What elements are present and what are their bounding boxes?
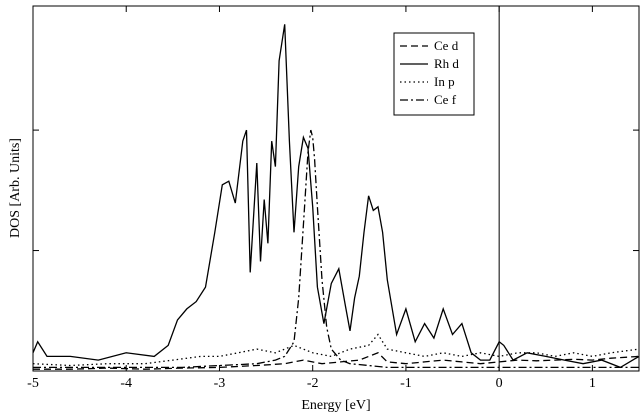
x-tick-label: -2 [307, 376, 319, 391]
legend-label-ce-f: Ce f [434, 92, 457, 107]
legend-label-rh-d: Rh d [434, 56, 459, 71]
legend-items: Ce d Rh d In p Ce f [400, 38, 459, 107]
x-tick-label: -1 [400, 376, 412, 391]
y-axis-label: DOS [Arb. Units] [8, 138, 23, 238]
legend: Ce d Rh d In p Ce f [393, 32, 475, 116]
series-line-ce-d [33, 352, 640, 370]
x-tick-label: -5 [27, 376, 39, 391]
series-layer [32, 24, 640, 370]
x-tick-label: 1 [589, 376, 596, 391]
plot-frame [32, 5, 640, 372]
legend-label-ce-d: Ce d [434, 38, 459, 53]
y-axis-ticks [33, 129, 639, 252]
series-line-ce-f [33, 129, 639, 369]
x-tick-label: -4 [120, 376, 132, 391]
x-axis-label: Energy [eV] [301, 398, 370, 413]
legend-label-in-p: In p [434, 74, 455, 89]
x-tick-label: -3 [214, 376, 226, 391]
x-tick-label: 0 [496, 376, 503, 391]
legend-box [393, 32, 475, 116]
x-axis-ticks: -5 -4 -3 -2 -1 0 1 [27, 6, 596, 391]
series-line-rh-d [32, 24, 640, 369]
